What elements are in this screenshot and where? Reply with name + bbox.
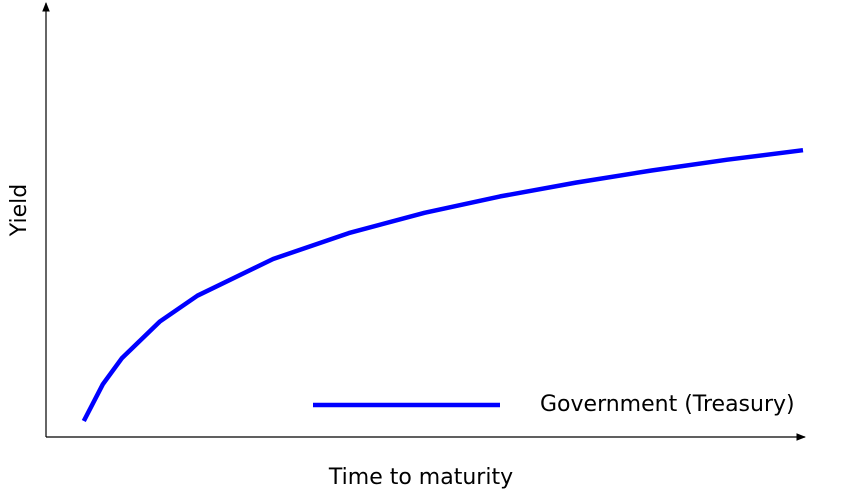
x-axis-label: Time to maturity xyxy=(328,465,513,490)
data-line xyxy=(81,147,804,423)
legend-label: Government (Treasury) xyxy=(540,392,795,417)
y-axis-label: Yield xyxy=(7,184,32,237)
